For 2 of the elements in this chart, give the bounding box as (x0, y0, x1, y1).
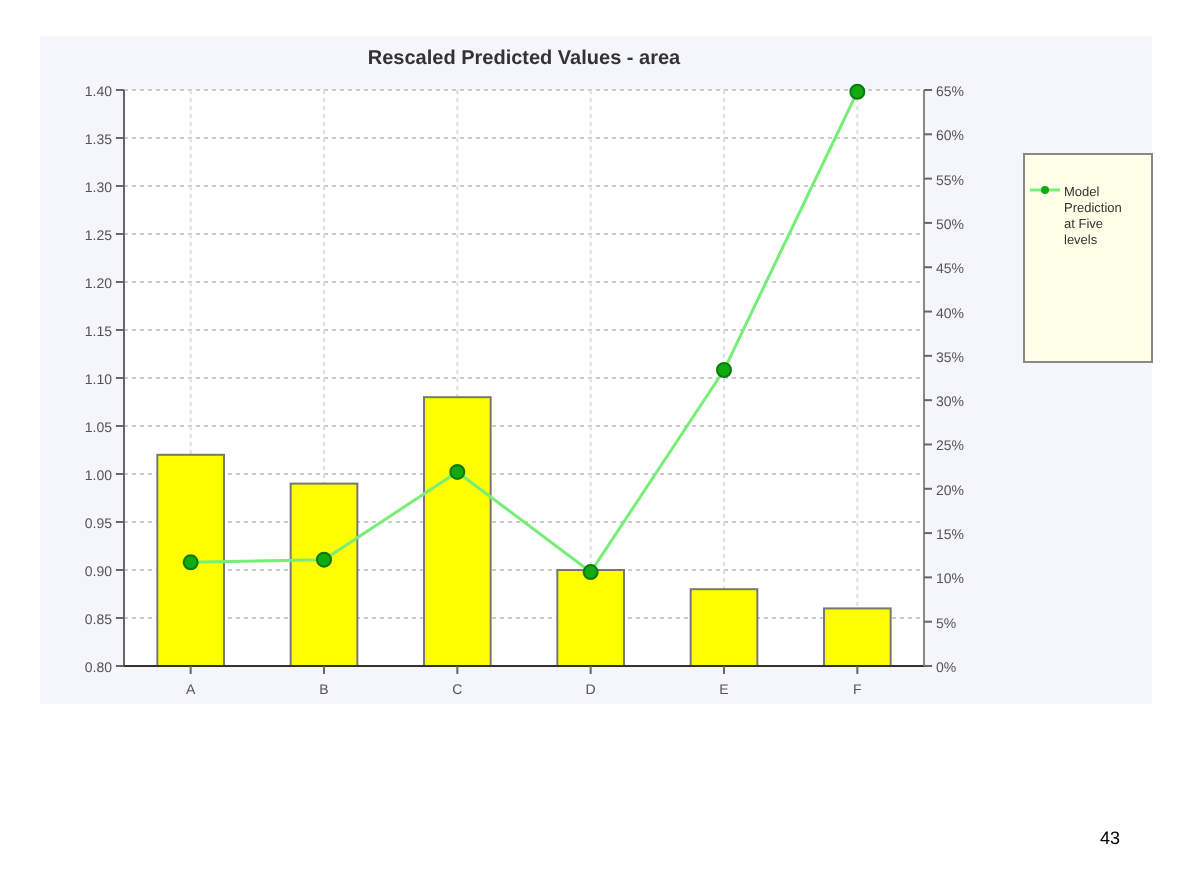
chart-title: Rescaled Predicted Values - area (367, 48, 682, 70)
text: 43 (1099, 828, 1120, 848)
